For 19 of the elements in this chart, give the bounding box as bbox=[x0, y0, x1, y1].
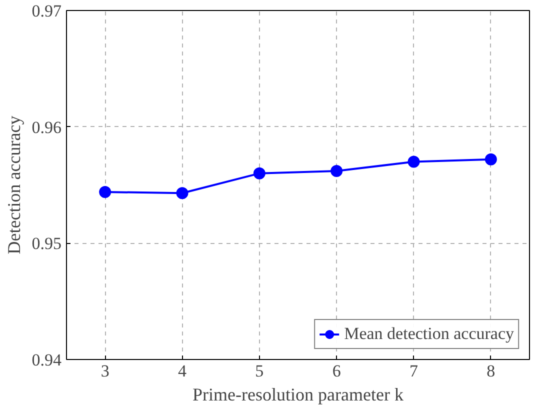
y-tick-label: 0.95 bbox=[32, 234, 62, 254]
y-tick-label: 0.97 bbox=[32, 2, 62, 20]
x-tick-label: 3 bbox=[100, 362, 110, 380]
y-tick-label: 0.96 bbox=[32, 118, 62, 137]
x-tick-label: 6 bbox=[332, 362, 341, 380]
point bbox=[484, 153, 497, 166]
point bbox=[330, 165, 343, 178]
x-axis-title: Prime-resolution parameter k bbox=[192, 384, 404, 404]
x-tick-label: 4 bbox=[178, 362, 187, 380]
y-axis-title: Detection accuracy bbox=[4, 116, 24, 254]
legend-label: Mean detection accuracy bbox=[344, 324, 514, 344]
x-tick-label: 5 bbox=[255, 362, 264, 380]
x-tick-label: 8 bbox=[486, 362, 496, 380]
point bbox=[408, 156, 420, 168]
point bbox=[253, 167, 266, 180]
point bbox=[176, 187, 188, 200]
point bbox=[99, 186, 112, 198]
y-tick-label: 0.94 bbox=[32, 350, 62, 370]
x-tick-label: 7 bbox=[410, 362, 418, 380]
